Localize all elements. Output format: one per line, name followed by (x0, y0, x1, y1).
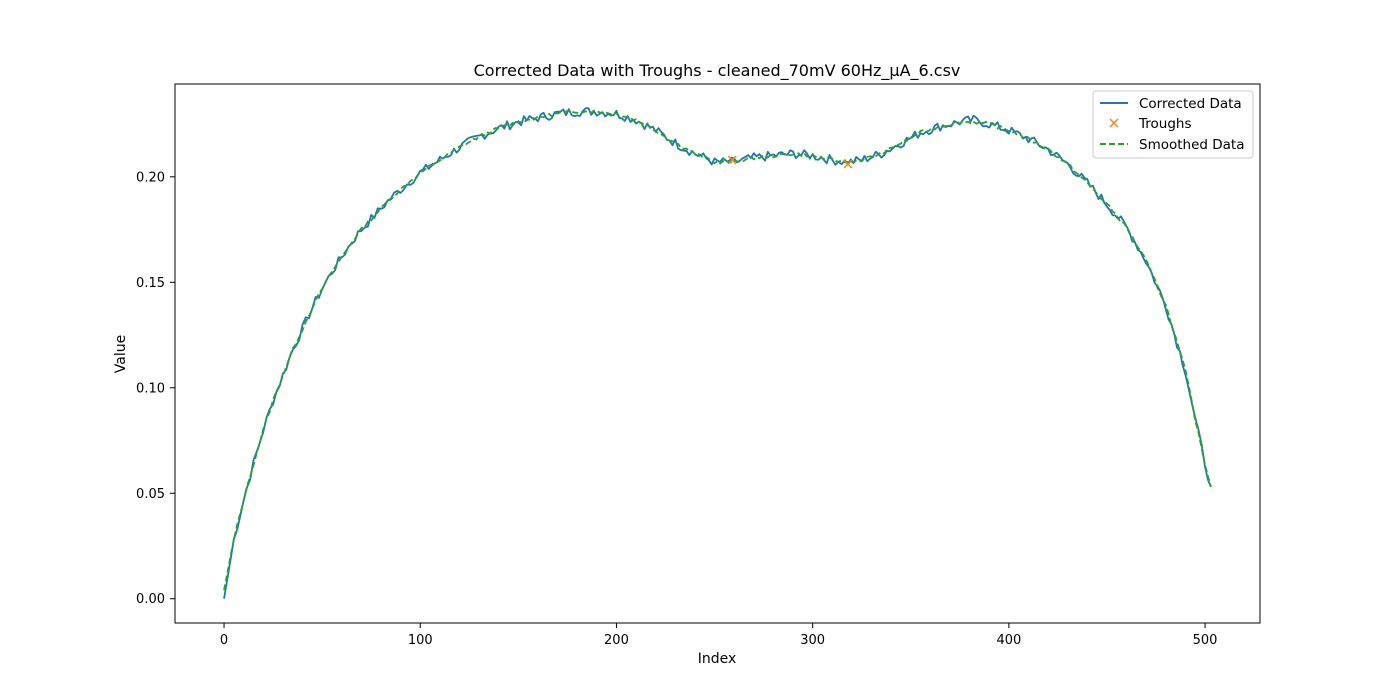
x-tick-label: 400 (996, 633, 1021, 648)
y-axis: 0.00 0.05 0.10 0.15 0.20 (136, 170, 175, 607)
y-tick-label: 0.20 (136, 170, 165, 185)
y-tick-label: 0.10 (136, 381, 165, 396)
trough-marker (727, 155, 737, 165)
legend-smoothed-label: Smoothed Data (1139, 137, 1245, 153)
x-tick-label: 200 (604, 633, 629, 648)
legend: Corrected Data Troughs Smoothed Data (1092, 90, 1254, 159)
smoothed-data-line (223, 109, 1212, 591)
plot-area (174, 83, 1261, 624)
chart-title: Corrected Data with Troughs - cleaned_70… (474, 61, 961, 81)
x-tick-label: 300 (800, 633, 825, 648)
legend-troughs-swatch (1109, 118, 1119, 128)
x-tick-label: 0 (220, 633, 228, 648)
x-tick-label: 100 (408, 633, 433, 648)
y-axis-label: Value (113, 335, 129, 373)
legend-corrected-label: Corrected Data (1139, 96, 1242, 112)
series-layer (223, 107, 1212, 599)
legend-troughs-label: Troughs (1138, 116, 1192, 132)
y-tick-label: 0.00 (136, 592, 165, 607)
x-axis: 0 100 200 300 400 500 (220, 623, 1218, 648)
axes-frame (174, 83, 1261, 624)
trough-marker (843, 159, 853, 169)
corrected-data-line (223, 107, 1212, 599)
y-tick-label: 0.15 (136, 276, 165, 291)
x-tick-label: 500 (1193, 633, 1218, 648)
legend-frame (1092, 90, 1254, 159)
x-axis-label: Index (698, 651, 737, 667)
y-tick-label: 0.05 (136, 487, 165, 502)
